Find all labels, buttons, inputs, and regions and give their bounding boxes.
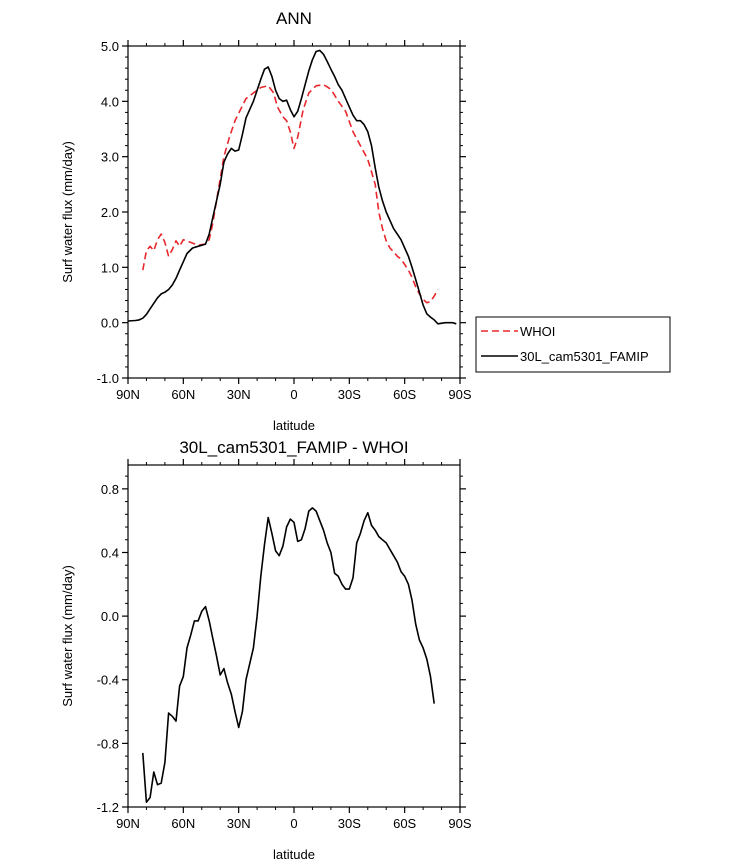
x-tick-label: 90S	[448, 816, 471, 831]
x-tick-label: 90N	[116, 387, 140, 402]
bottom-series-group	[142, 507, 435, 804]
legend: WHOI 30L_cam5301_FAMIP	[475, 316, 671, 373]
top-x-axis-label: latitude	[273, 418, 315, 433]
legend-label-model: 30L_cam5301_FAMIP	[520, 349, 649, 364]
x-tick-label: 90S	[448, 387, 471, 402]
top-panel: ANN 90N 60N 30N 0 30S 60S 90S -1.0 0.0 1.0 2.0 3.0 4…	[60, 9, 671, 433]
y-tick-label: 5.0	[101, 39, 119, 54]
x-tick-label: 30S	[338, 387, 361, 402]
top-y-axis-label: Surf water flux (mm/day)	[60, 141, 75, 283]
y-tick-label: 0.0	[101, 316, 119, 331]
x-tick-label: 0	[290, 816, 297, 831]
y-tick-label: 3.0	[101, 150, 119, 165]
y-tick-label: 0.4	[101, 545, 119, 560]
y-tick-label: 0.8	[101, 482, 119, 497]
bottom-x-axis-label: latitude	[273, 847, 315, 862]
bottom-panel: 30L_cam5301_FAMIP - WHOI 90N 60N 30N 0 30S 60…	[60, 438, 472, 862]
legend-label-whoi: WHOI	[520, 324, 555, 339]
top-axis-ticks: 90N 60N 30N 0 30S 60S 90S -1.0 0.0 1.0 2.0 3.0 4.0 5.…	[97, 39, 472, 402]
x-tick-label: 60S	[393, 816, 416, 831]
y-tick-label: 4.0	[101, 94, 119, 109]
y-tick-label: -1.0	[97, 371, 119, 386]
x-tick-label: 60N	[171, 387, 195, 402]
y-tick-label: 2.0	[101, 205, 119, 220]
bottom-y-axis-label: Surf water flux (mm/day)	[60, 565, 75, 707]
x-tick-label: 30N	[227, 387, 251, 402]
legend-box	[475, 316, 671, 373]
bottom-plot-frame	[127, 464, 461, 808]
y-tick-label: -0.8	[97, 736, 119, 751]
x-tick-label: 30N	[227, 816, 251, 831]
model-series-line	[127, 49, 457, 325]
x-tick-label: 60S	[393, 387, 416, 402]
bottom-axis-ticks: 90N 60N 30N 0 30S 60S 90S -1.2 -0.8 -0.4 0.0 0.4 0.8	[97, 459, 472, 831]
bottom-panel-title: 30L_cam5301_FAMIP - WHOI	[179, 438, 408, 457]
whoi-series-line	[142, 83, 439, 304]
top-panel-title: ANN	[276, 9, 312, 28]
x-tick-label: 0	[290, 387, 297, 402]
x-tick-label: 30S	[338, 816, 361, 831]
top-plot-frame	[127, 45, 461, 379]
x-tick-label: 90N	[116, 816, 140, 831]
difference-series-line	[142, 507, 435, 804]
y-tick-label: 1.0	[101, 260, 119, 275]
top-series-group	[127, 49, 457, 325]
y-tick-label: -0.4	[97, 673, 119, 688]
x-tick-label: 60N	[171, 816, 195, 831]
y-tick-label: 0.0	[101, 609, 119, 624]
y-tick-label: -1.2	[97, 800, 119, 815]
